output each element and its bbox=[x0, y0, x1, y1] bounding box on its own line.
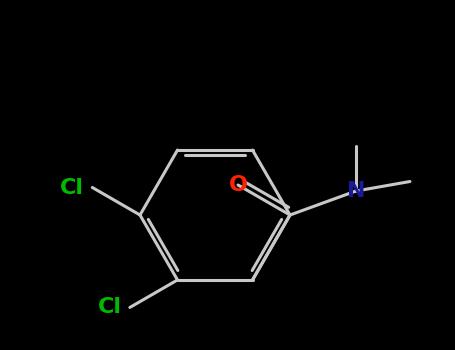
Text: N: N bbox=[347, 181, 365, 201]
Text: O: O bbox=[228, 175, 248, 195]
Text: Cl: Cl bbox=[61, 177, 84, 197]
Text: Cl: Cl bbox=[98, 298, 122, 317]
